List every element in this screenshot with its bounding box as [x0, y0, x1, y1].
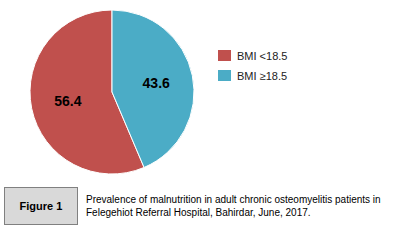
data-labels: 56.4 43.6 — [54, 75, 170, 109]
legend-swatch — [218, 70, 231, 81]
figure-label: Figure 1 — [4, 187, 78, 225]
chart: 56.4 43.6 BMI <18.5 BMI ≥18.5 — [0, 0, 415, 184]
legend-swatch — [218, 50, 231, 61]
legend: BMI <18.5 BMI ≥18.5 — [218, 50, 287, 82]
legend-entry: BMI ≥18.5 — [237, 70, 287, 82]
legend-entry: BMI <18.5 — [237, 50, 287, 62]
slices — [30, 10, 194, 174]
caption-row: Figure 1 Prevalence of malnutrition in ad… — [4, 184, 411, 228]
caption: Prevalence of malnutrition in adult chro… — [86, 193, 411, 219]
pie-slice — [112, 10, 194, 167]
data-label: 43.6 — [143, 75, 170, 91]
data-label: 56.4 — [54, 93, 81, 109]
